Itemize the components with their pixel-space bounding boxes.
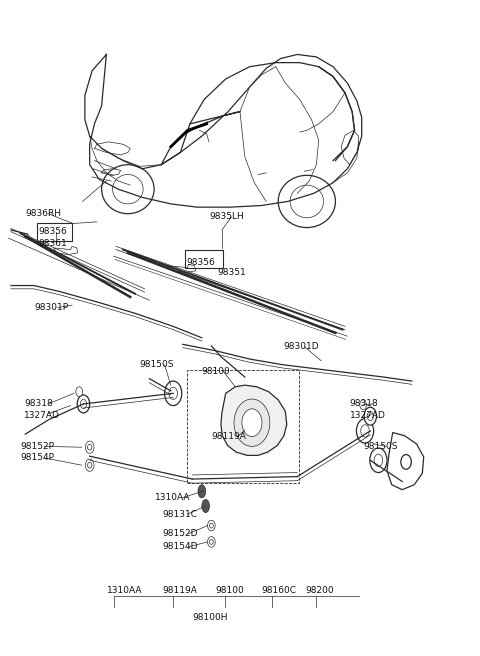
Ellipse shape: [401, 455, 411, 469]
Polygon shape: [168, 264, 196, 272]
Ellipse shape: [290, 185, 324, 218]
Ellipse shape: [169, 387, 178, 400]
Text: 98150S: 98150S: [140, 360, 174, 369]
Ellipse shape: [364, 407, 376, 425]
Text: 98301D: 98301D: [283, 342, 319, 351]
Ellipse shape: [367, 412, 373, 420]
Text: 98119A: 98119A: [163, 586, 198, 596]
Text: 1327AD: 1327AD: [24, 411, 60, 420]
Text: 98351: 98351: [217, 268, 246, 277]
Text: 98150S: 98150S: [363, 442, 397, 451]
Text: 98152P: 98152P: [21, 442, 54, 451]
Polygon shape: [221, 385, 287, 455]
Ellipse shape: [87, 444, 92, 450]
Ellipse shape: [370, 448, 387, 472]
Text: 98131C: 98131C: [163, 510, 198, 519]
Ellipse shape: [360, 400, 366, 409]
Text: 1327AD: 1327AD: [350, 411, 385, 420]
Text: 98318: 98318: [350, 400, 379, 409]
Ellipse shape: [374, 454, 383, 466]
Text: 98361: 98361: [38, 239, 67, 247]
Text: 98154D: 98154D: [163, 543, 198, 551]
Text: 98100H: 98100H: [192, 613, 228, 623]
Text: 98100: 98100: [202, 367, 230, 376]
Circle shape: [198, 485, 205, 498]
Text: 98356: 98356: [38, 227, 67, 236]
Text: 98301P: 98301P: [35, 303, 69, 312]
Text: 9835LH: 9835LH: [209, 213, 244, 222]
Polygon shape: [54, 247, 78, 255]
Ellipse shape: [87, 462, 92, 468]
Text: 98119A: 98119A: [211, 432, 246, 441]
Ellipse shape: [207, 537, 215, 547]
Ellipse shape: [76, 387, 83, 397]
Ellipse shape: [113, 174, 143, 204]
Text: 98318: 98318: [24, 400, 53, 409]
Ellipse shape: [278, 175, 336, 228]
Text: 98200: 98200: [306, 586, 335, 596]
Text: 9836RH: 9836RH: [25, 209, 61, 218]
Text: 98154P: 98154P: [21, 453, 54, 462]
Ellipse shape: [102, 165, 154, 214]
Circle shape: [202, 499, 209, 512]
Ellipse shape: [77, 395, 90, 413]
Bar: [185, 251, 223, 268]
Text: 98356: 98356: [187, 258, 216, 267]
Polygon shape: [387, 432, 424, 489]
Text: 98160C: 98160C: [262, 586, 297, 596]
Text: 1310AA: 1310AA: [155, 493, 191, 502]
Ellipse shape: [165, 381, 182, 405]
Ellipse shape: [85, 441, 94, 453]
Text: 98100: 98100: [215, 586, 244, 596]
Bar: [37, 224, 72, 241]
Text: 1310AA: 1310AA: [108, 586, 143, 596]
Bar: [187, 371, 299, 483]
Ellipse shape: [242, 409, 262, 437]
Ellipse shape: [85, 459, 94, 471]
Ellipse shape: [234, 399, 270, 446]
Ellipse shape: [357, 419, 373, 443]
Ellipse shape: [361, 424, 369, 437]
Ellipse shape: [209, 539, 213, 544]
Ellipse shape: [207, 520, 215, 531]
Text: 98152D: 98152D: [163, 529, 198, 539]
Ellipse shape: [209, 523, 213, 528]
Ellipse shape: [80, 400, 86, 409]
